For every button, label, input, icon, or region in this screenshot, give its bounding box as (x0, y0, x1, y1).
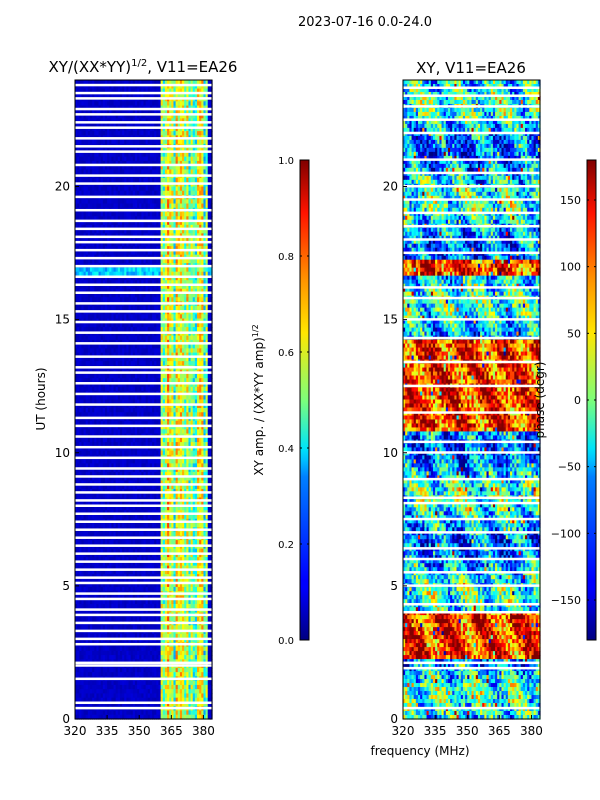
ytick-label: 10 (55, 446, 70, 460)
xtick-label: 350 (128, 724, 151, 738)
ytick-label: 15 (55, 313, 70, 327)
amplitude-colorbar-gradient (300, 160, 309, 640)
colorbar-tick-label: 150 (560, 194, 581, 207)
colorbar-tick-label: −100 (551, 527, 581, 540)
xtick-label: 380 (520, 724, 543, 738)
xtick-label: 320 (392, 724, 415, 738)
colorbar-tick-label: 1.0 (278, 156, 294, 167)
colorbar-tick-label: −150 (551, 594, 581, 607)
ytick-label: 0 (390, 712, 398, 726)
xtick-label: 365 (488, 724, 511, 738)
ytick-label: 20 (55, 180, 70, 194)
xtick-label: 335 (96, 724, 119, 738)
xtick-label: 335 (424, 724, 447, 738)
colorbar-tick-label: 0.8 (278, 252, 294, 263)
colorbar-tick-label: 0.2 (278, 540, 294, 551)
ytick-label: 5 (62, 579, 70, 593)
colorbar-tick-label: 100 (560, 261, 581, 274)
xtick-label: 350 (456, 724, 479, 738)
phase-panel-title: XY, V11=EA26 (416, 59, 526, 77)
colorbar-tick-label: 0.6 (278, 348, 294, 359)
shared-xlabel: frequency (MHz) (370, 744, 469, 758)
figure: 2023-07-16 0.0-24.0 XY/(XX*YY)1/2, V11=E… (0, 0, 600, 800)
xtick-label: 380 (192, 724, 215, 738)
amplitude-panel-title: XY/(XX*YY)1/2, V11=EA26 (49, 58, 238, 76)
colorbar-tick-label: 50 (567, 327, 581, 340)
colorbar-tick-label: −50 (558, 461, 581, 474)
colorbar-tick-label: 0.4 (278, 444, 294, 455)
amplitude-heatmap (75, 80, 213, 720)
phase-panel: XY, V11=EA26 320 335 350 365 380 0 5 10 15 20 (383, 59, 543, 738)
amplitude-panel: XY/(XX*YY)1/2, V11=EA26 320 335 350 365 380 0… (34, 58, 237, 738)
ytick-label: 15 (383, 313, 398, 327)
ytick-label: 0 (62, 712, 70, 726)
phase-colorbar-label: phase (degr) (533, 362, 547, 439)
ytick-label: 10 (383, 446, 398, 460)
figure-suptitle: 2023-07-16 0.0-24.0 (298, 15, 432, 30)
amplitude-colorbar: 0.0 0.2 0.4 0.6 0.8 1.0 XY amp. / (XX*YY amp)… (251, 156, 309, 647)
amplitude-colorbar-label: XY amp. / (XX*YY amp)1/2 (251, 324, 266, 475)
amplitude-ylabel: UT (hours) (34, 367, 48, 430)
xtick-label: 320 (64, 724, 87, 738)
phase-colorbar: −150 −100 −50 0 50 100 150 phase (degr) (533, 160, 596, 640)
colorbar-tick-label: 0 (574, 394, 581, 407)
phase-heatmap (403, 80, 541, 720)
ytick-label: 5 (390, 579, 398, 593)
ytick-label: 20 (383, 180, 398, 194)
xtick-label: 365 (160, 724, 183, 738)
colorbar-tick-label: 0.0 (278, 636, 294, 647)
